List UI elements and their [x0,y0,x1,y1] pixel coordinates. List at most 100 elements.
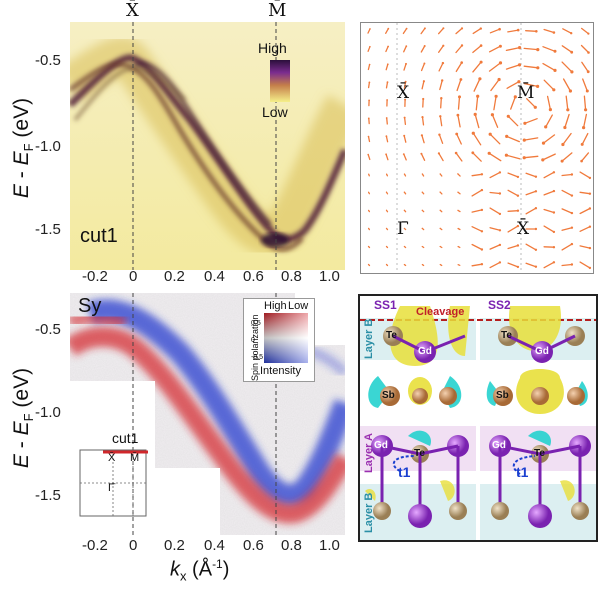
spin-arrow-head [421,209,423,211]
spin-arrow-head [570,242,574,246]
spin-arrow-head [404,80,407,83]
spin-arrow [582,113,588,129]
spin-arrow [523,82,539,88]
spin-arrow [582,78,588,92]
spin-arrow [439,79,443,91]
x-tick: 0.2 [164,537,185,554]
spin-arrow-head [479,44,483,47]
spin-arrow-head [439,209,441,211]
spin-arrow [583,95,587,111]
spin-arrow-head [479,27,482,30]
inset-m-label: M̄ [130,452,140,464]
spin-arrow-head [552,230,556,234]
spin-arrow [472,132,482,146]
spin-arrow-head [480,248,484,251]
spin-arrow-head [480,263,484,266]
spin-arrow-head [516,194,520,197]
spin-arrow-head [423,27,426,30]
spin-arrow [403,135,407,143]
spin-arrow [579,245,591,249]
spin-arrow [472,44,482,54]
legend-scale-tick: 0.5 [251,320,261,327]
spin-arrow [507,262,519,268]
spin-arrow [561,208,573,214]
spin-arrow [581,132,589,146]
spin-x-bottom-label: X̄ [517,219,530,239]
spin-arrow-head [553,49,557,53]
spin-arrow [545,114,553,128]
spin-arrow-head [403,246,405,247]
spin-arrow [471,263,483,267]
spin-arrow [491,114,499,128]
x-axis-label: kx (Å-1) [170,557,230,584]
spin-arrow [472,152,482,162]
spin-arrow-head [498,261,502,264]
spin-arrow-head [498,44,502,48]
spin-arrow-head [490,113,494,117]
spin-arrow [506,135,520,143]
spin-arrow [473,78,481,92]
spin-arrow-head [498,192,502,195]
spin-arrow [490,78,500,92]
spin-arrow [523,155,539,159]
spin-arrow [403,153,407,161]
spin-arrow-head [405,62,407,65]
spin-arrow-head [367,135,370,138]
spin-arrow-head [535,30,538,33]
spin-legend: High Low Intensity Spin polarization 0.5… [243,298,315,382]
spin-gamma-label: Γ̄ [397,219,409,239]
spin-arrow [525,172,537,178]
spin-arrow [402,27,408,35]
spin-arrow [579,226,591,232]
spin-arrow-head [454,151,458,155]
spin-arrow-head [544,125,548,129]
spin-arrow [385,45,389,53]
legend-scale-tick: 0 [251,337,255,344]
spin-arrow [457,114,461,128]
spin-arrow-head [368,209,370,211]
spin-arrow [525,30,537,32]
spin-arrow-head [457,209,459,211]
x-tick: 1.0 [319,537,340,554]
spin-arrow-head [403,264,405,266]
spin-arrow-head [570,32,573,35]
spin-arrow-head [548,108,552,112]
spin-arrow [471,189,483,197]
spin-arrow-head [560,159,564,163]
spin-arrow [579,191,591,195]
spin-arrow [561,152,573,162]
spin-arrow-head [536,48,540,52]
spin-arrow [488,152,502,162]
spin-arrow [543,79,555,91]
spin-arrow [489,171,501,179]
spin-arrow [523,65,539,69]
spin-arrow [367,153,371,161]
spin-arrow-head [369,28,371,30]
spin-arrow [507,244,519,250]
spin-arrow-head [439,173,441,175]
spin-arrow-head [588,176,592,180]
spin-arrow-head [455,132,459,136]
spin-arrow [525,262,537,268]
spin-arrow-head [403,209,405,211]
x-tick: 0.2 [164,268,185,285]
legend-high: High [264,300,287,312]
spin-arrow-head [487,151,491,155]
spin-arrow-head [386,99,388,101]
spin-arrow [506,81,520,89]
spin-arrow [525,243,537,251]
spin-arpes-plot [64,293,356,535]
sy-label: Sy [78,295,102,317]
spin-arrow [561,227,573,231]
spin-arrow [561,45,573,53]
spin-arrow-head [533,105,537,109]
spin-arrow-head [422,80,425,83]
arpes-plot-top [58,22,363,270]
spin-arrow-head [438,133,441,136]
inset-x-label: X̄ [108,452,116,464]
spin-arrow-head [516,244,520,247]
spin-texture-arrows [367,23,592,273]
spin-arrow [367,46,371,52]
hop-label: t1 [398,464,411,480]
spin-arrow-head [441,61,445,65]
